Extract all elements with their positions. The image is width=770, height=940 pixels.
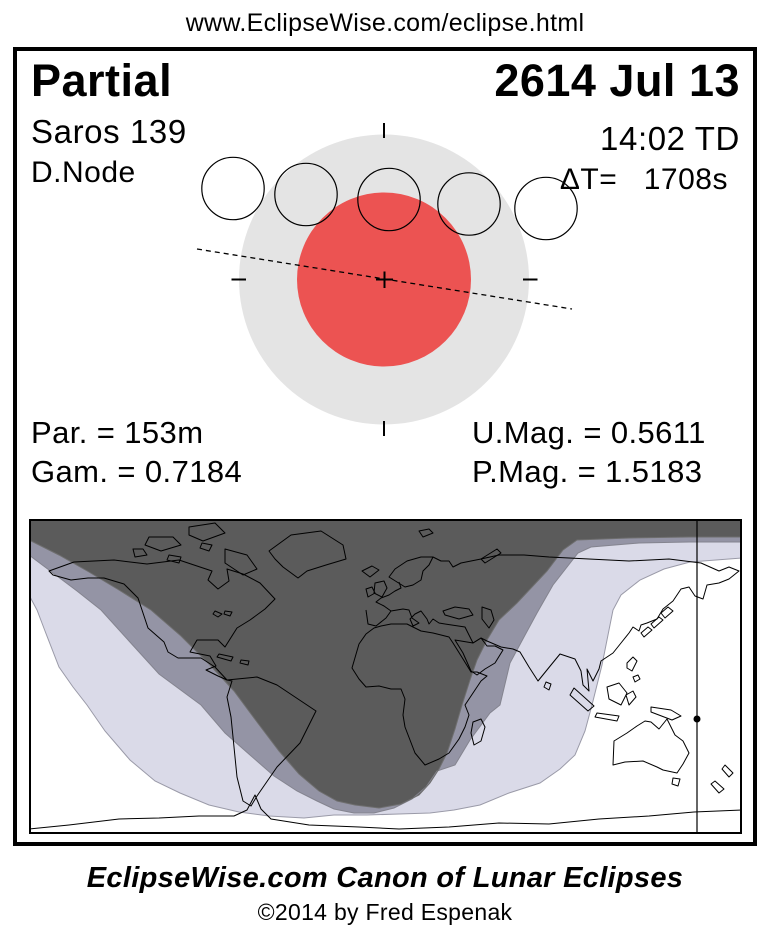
moon-contact-circle-u4 <box>437 172 501 236</box>
visibility-map <box>29 519 742 834</box>
coast-black-sea <box>442 606 474 620</box>
greatest-eclipse-time: 14:02 TD <box>600 120 740 157</box>
center-cross <box>376 271 393 288</box>
coast-japan <box>640 606 674 638</box>
zone-boundary-lines <box>29 536 742 819</box>
coast-caribbean <box>216 653 250 666</box>
coastlines <box>29 522 742 830</box>
coast-madagascar <box>470 718 486 746</box>
coast-americas <box>48 559 317 807</box>
coast-europe-west <box>365 581 402 627</box>
coast-new-zealand <box>710 764 734 794</box>
moon-contact-circle-u1 <box>274 162 338 227</box>
partial-duration-value: Par. = 153m <box>31 415 204 450</box>
coast-antarctica <box>29 794 742 830</box>
coast-caspian-sea <box>481 606 495 629</box>
moon-contact-circle-p1 <box>201 156 265 221</box>
penumbral-magnitude-value: P.Mag. = 1.5183 <box>472 454 703 489</box>
moon-contact-circle-p4 <box>514 176 578 241</box>
map-border <box>29 519 742 834</box>
gamma-value: Gam. = 0.7184 <box>31 454 243 489</box>
coast-africa <box>351 623 488 766</box>
zenith-point-dot <box>693 715 701 723</box>
moon-contact-circle-greatest <box>357 167 421 232</box>
coast-southeast-asia-islands <box>569 656 682 722</box>
eclipse-geometry-diagram <box>196 123 578 436</box>
eclipse-type-label: Partial <box>31 55 173 106</box>
umbral-magnitude-value: U.Mag. = 0.5611 <box>472 415 706 450</box>
coast-scandinavia <box>388 556 434 588</box>
coast-eurasia <box>432 554 740 692</box>
saros-series-label: Saros 139 <box>31 113 187 150</box>
copyright-line: ©2014 by Fred Espenak <box>257 899 513 925</box>
site-url: www.EclipseWise.com/eclipse.html <box>185 9 585 37</box>
coast-iceland <box>361 565 380 578</box>
coast-australia <box>612 718 690 774</box>
coast-mediterranean <box>390 608 446 627</box>
map-zone-entire-eclipse-visible <box>29 519 742 808</box>
canon-title: EclipseWise.com Canon of Lunar Eclipses <box>86 862 684 894</box>
coast-great-lakes <box>212 610 233 618</box>
coast-greenland <box>268 530 347 579</box>
coast-british-isles <box>365 580 388 598</box>
coast-arctic-islands <box>132 522 502 576</box>
coast-arabia <box>454 637 504 676</box>
node-label: D.Node <box>31 156 136 189</box>
eclipse-date: 2614 Jul 13 <box>494 55 740 106</box>
delta-t-value: ΔT= 1708s <box>559 163 728 196</box>
coast-tasmania <box>671 777 681 787</box>
coast-sri-lanka <box>543 681 552 691</box>
